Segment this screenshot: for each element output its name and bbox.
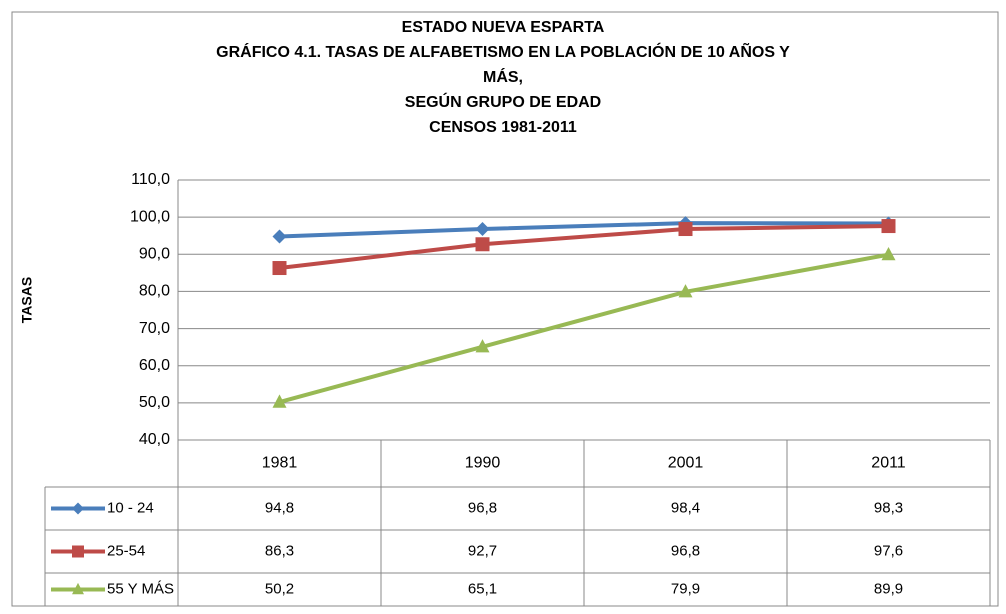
marker: [272, 229, 287, 244]
y-tick-label: 70,0: [139, 320, 170, 337]
y-tick-label: 60,0: [139, 357, 170, 374]
marker: [881, 219, 896, 234]
table-value: 92,7: [468, 542, 497, 559]
marker: [72, 545, 84, 558]
chart-border: [11, 11, 999, 607]
y-tick-label: 100,0: [130, 208, 170, 225]
chart-title: ESTADO NUEVA ESPARTA: [402, 19, 605, 36]
x-tick-label: 1990: [465, 455, 501, 472]
table-value: 89,9: [874, 580, 903, 597]
x-tick-label: 1981: [262, 455, 298, 472]
x-tick-label: 2001: [668, 455, 704, 472]
chart-title: SEGÚN GRUPO DE EDAD: [405, 92, 601, 111]
marker: [72, 582, 84, 595]
table-value: 50,2: [265, 580, 294, 597]
marker: [272, 394, 287, 408]
table-value: 96,8: [671, 542, 700, 559]
marker: [272, 261, 287, 276]
marker: [678, 284, 693, 298]
chart-title: MÁS,: [483, 67, 523, 86]
table-value: 97,6: [874, 542, 903, 559]
y-tick-label: 110,0: [131, 171, 170, 188]
marker: [881, 246, 896, 261]
table-value: 65,1: [468, 580, 497, 597]
marker: [475, 237, 490, 252]
legend-label: 10 - 24: [107, 499, 154, 516]
series-line: [279, 221, 889, 239]
legend-label: 25-54: [107, 542, 145, 559]
y-tick-label: 80,0: [139, 283, 170, 300]
marker: [72, 502, 84, 515]
marker: [475, 222, 490, 237]
table-value: 98,3: [874, 499, 903, 516]
y-tick-label: 40,0: [139, 431, 170, 448]
y-tick-label: 90,0: [139, 246, 170, 263]
chart-title: CENSOS 1981-2011: [429, 119, 577, 136]
table-value: 86,3: [265, 542, 294, 559]
series-line: [278, 252, 889, 405]
y-axis-label: TASAS: [19, 277, 35, 323]
x-tick-label: 2011: [871, 455, 906, 472]
marker: [678, 222, 693, 237]
table-value: 98,4: [671, 499, 700, 516]
table-value: 94,8: [265, 499, 294, 516]
series-line: [279, 224, 889, 271]
chart-title: GRÁFICO 4.1. TASAS DE ALFABETISMO EN LA …: [216, 41, 790, 61]
table-value: 96,8: [468, 499, 497, 516]
legend-label: 55 Y MÁS: [107, 580, 174, 597]
marker: [475, 339, 490, 353]
table-value: 79,9: [671, 580, 700, 597]
y-tick-label: 50,0: [139, 394, 170, 411]
